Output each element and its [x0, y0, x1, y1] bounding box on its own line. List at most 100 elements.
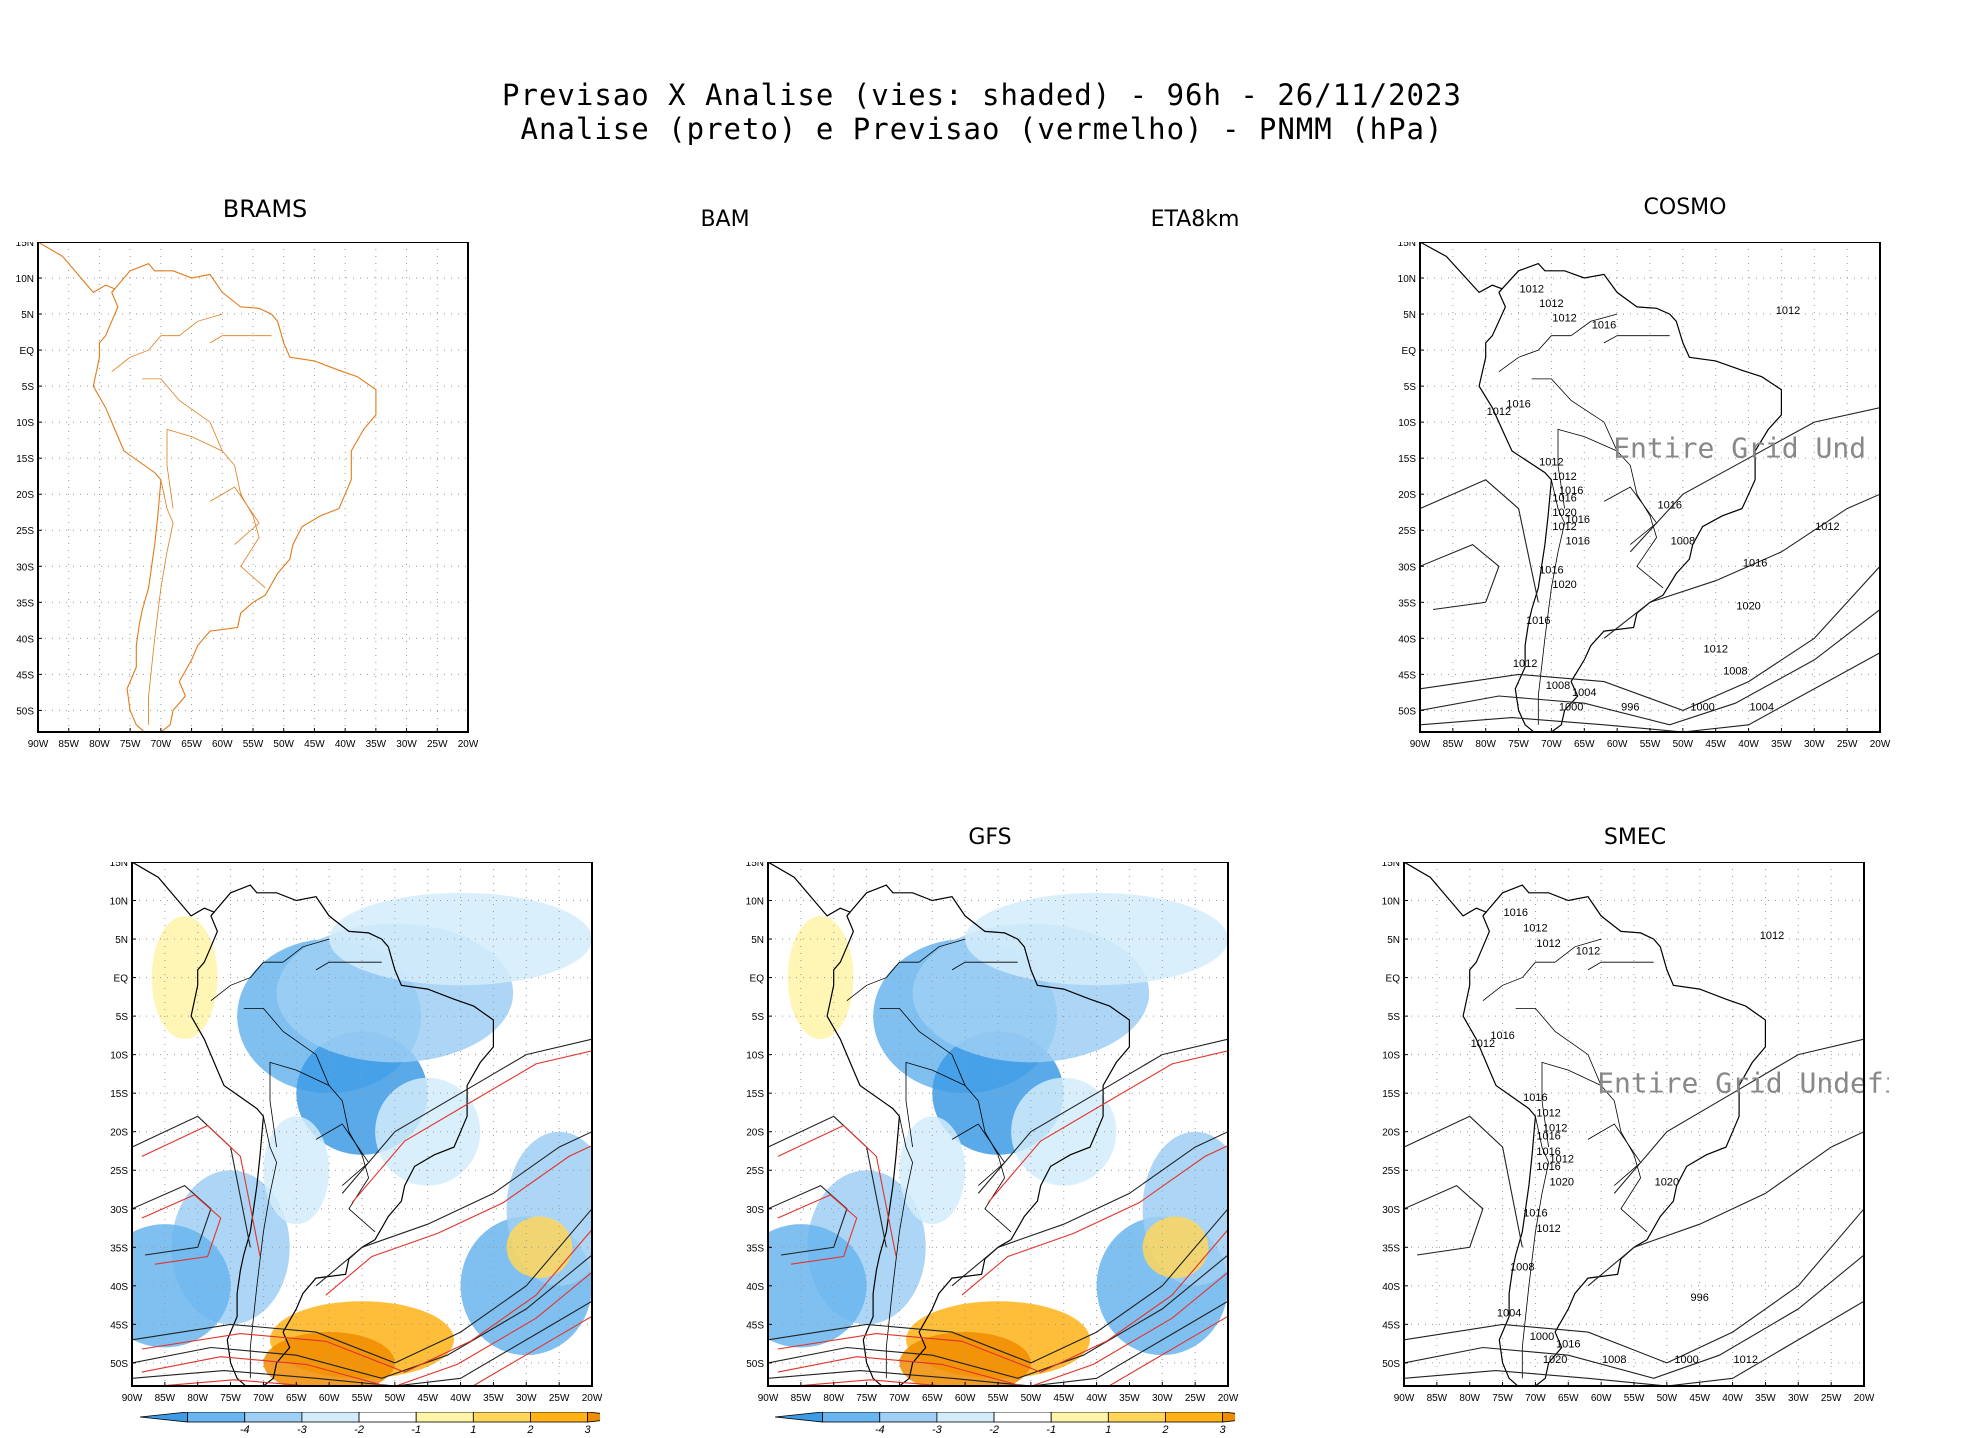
lat-tick-label: 10S — [16, 418, 34, 429]
lon-tick-label: 60W — [1591, 1393, 1612, 1404]
coastline — [1478, 262, 1782, 732]
isobar-analysis — [1404, 1208, 1864, 1364]
isobar-analysis — [768, 1300, 1228, 1386]
isobar-analysis — [1420, 565, 1880, 711]
lon-tick-label: 85W — [58, 739, 79, 750]
colorbar-swatch — [822, 1411, 881, 1423]
lat-tick-label: 40S — [110, 1282, 128, 1293]
contour-label: 1012 — [1552, 521, 1576, 533]
colorbar: -4-3-2-11234 — [774, 1411, 1283, 1436]
lat-tick-label: 30S — [1382, 1205, 1400, 1216]
lat-tick-label: 20S — [16, 490, 34, 501]
lat-tick-label: 5N — [21, 310, 34, 321]
lat-tick-label: 10N — [1398, 274, 1416, 285]
panel-title-gfs: GFS — [968, 825, 1012, 850]
lon-tick-label: 75W — [220, 1393, 241, 1404]
colorbar-swatch — [530, 1411, 589, 1423]
isobar-forecast — [789, 1315, 1228, 1386]
contour-label: 996 — [1691, 1292, 1709, 1304]
contour-label: 1020 — [1552, 579, 1576, 591]
isobar-forecast — [777, 1124, 897, 1257]
lon-tick-label: 40W — [335, 739, 356, 750]
lat-tick-label: 25S — [1382, 1166, 1400, 1177]
lat-tick-label: 15N — [746, 862, 764, 869]
colorbar-swatch — [415, 1411, 474, 1423]
lat-tick-label: 20S — [1382, 1128, 1400, 1139]
colorbar-swatch — [1165, 1411, 1224, 1423]
contour-label: 1016 — [1503, 907, 1527, 919]
lon-tick-label: 20W — [1854, 1393, 1875, 1404]
isobar-analysis — [1404, 1300, 1864, 1386]
figure-title-2: Analise (preto) e Previsao (vermelho) - … — [520, 112, 1444, 146]
lat-tick-label: EQ — [114, 974, 129, 985]
contour-label: 1012 — [1549, 1154, 1573, 1166]
contour-label: 1016 — [1539, 564, 1563, 576]
lon-tick-label: 85W — [1427, 1393, 1448, 1404]
coastline — [1462, 884, 1766, 1386]
lat-tick-label: 5N — [115, 935, 128, 946]
lon-tick-label: 80W — [823, 1393, 844, 1404]
isobar-forecast — [141, 1228, 592, 1373]
contour-label: 1016 — [1657, 500, 1681, 512]
isobar-forecast — [987, 1050, 1228, 1203]
lat-tick-label: 15N — [1382, 862, 1400, 869]
contour-label: 1000 — [1530, 1331, 1554, 1343]
lon-tick-label: 30W — [1804, 739, 1825, 750]
lon-tick-label: 35W — [1755, 1393, 1776, 1404]
colorbar-left: -4-3-2-11234 — [139, 1411, 648, 1438]
isobar-analysis — [768, 1254, 1228, 1379]
contour-label: 1016 — [1565, 536, 1589, 548]
colorbar-tick-label: 3 — [585, 1424, 592, 1434]
lon-tick-label: 60W — [212, 739, 233, 750]
contour-label: 1012 — [1536, 1223, 1560, 1235]
lat-tick-label: 5S — [752, 1012, 765, 1023]
lat-tick-label: 25S — [746, 1166, 764, 1177]
contour-label: 1020 — [1736, 601, 1760, 613]
lat-tick-label: 40S — [746, 1282, 764, 1293]
contour-label: 1012 — [1471, 1038, 1495, 1050]
contour-label: 1004 — [1749, 701, 1773, 713]
lat-tick-label: 5N — [751, 935, 764, 946]
lon-tick-label: 45W — [1705, 739, 1726, 750]
contour-label: 1012 — [1776, 305, 1800, 317]
undefined-grid-text: Entire Grid Und — [1613, 432, 1866, 465]
lat-tick-label: 45S — [110, 1320, 128, 1331]
contour-label: 1016 — [1536, 1146, 1560, 1158]
contour-label: 1020 — [1552, 507, 1576, 519]
colorbar-swatch — [1050, 1411, 1109, 1423]
isobar-analysis — [1420, 609, 1880, 726]
lat-tick-label: 15N — [110, 862, 128, 869]
lat-tick-label: EQ — [20, 346, 35, 357]
colorbar-swatch — [1222, 1411, 1271, 1423]
contour-label: 1016 — [1565, 514, 1589, 526]
lat-tick-label: 20S — [1398, 490, 1416, 501]
colorbar-tick-label: -3 — [932, 1424, 943, 1434]
isobar-analysis — [768, 1208, 1228, 1364]
lon-tick-label: 30W — [1152, 1393, 1173, 1404]
lon-tick-label: 45W — [304, 739, 325, 750]
panel-title-eta8km: ETA8km — [1150, 207, 1240, 232]
contour-label: 1020 — [1655, 1177, 1679, 1189]
lon-tick-label: 75W — [1492, 1393, 1513, 1404]
lon-tick-label: 50W — [385, 1393, 406, 1404]
contour-label: 1012 — [1703, 644, 1727, 656]
contour-label: 1012 — [1536, 938, 1560, 950]
lat-tick-label: 5S — [116, 1012, 129, 1023]
figure-title-1: Previsao X Analise (vies: shaded) - 96h … — [502, 78, 1462, 112]
lat-tick-label: 15S — [1382, 1089, 1400, 1100]
lat-tick-label: 45S — [1382, 1320, 1400, 1331]
bias-shading — [1011, 1077, 1117, 1186]
contour-label: 1012 — [1519, 283, 1543, 295]
colorbar-center: -4-3-2-11234 — [774, 1411, 1283, 1438]
colorbar-tick-label: 1 — [1105, 1424, 1111, 1434]
isobar-forecast — [153, 1315, 592, 1386]
lon-tick-label: 80W — [1459, 1393, 1480, 1404]
lat-tick-label: 50S — [16, 706, 34, 717]
isobar-analysis — [1603, 493, 1880, 639]
lon-tick-label: 35W — [483, 1393, 504, 1404]
bias-shading — [375, 1077, 481, 1186]
lon-tick-label: 40W — [1086, 1393, 1107, 1404]
colorbar-tick-label: -1 — [1046, 1424, 1056, 1434]
lat-tick-label: 25S — [110, 1166, 128, 1177]
lat-tick-label: 45S — [1398, 670, 1416, 681]
